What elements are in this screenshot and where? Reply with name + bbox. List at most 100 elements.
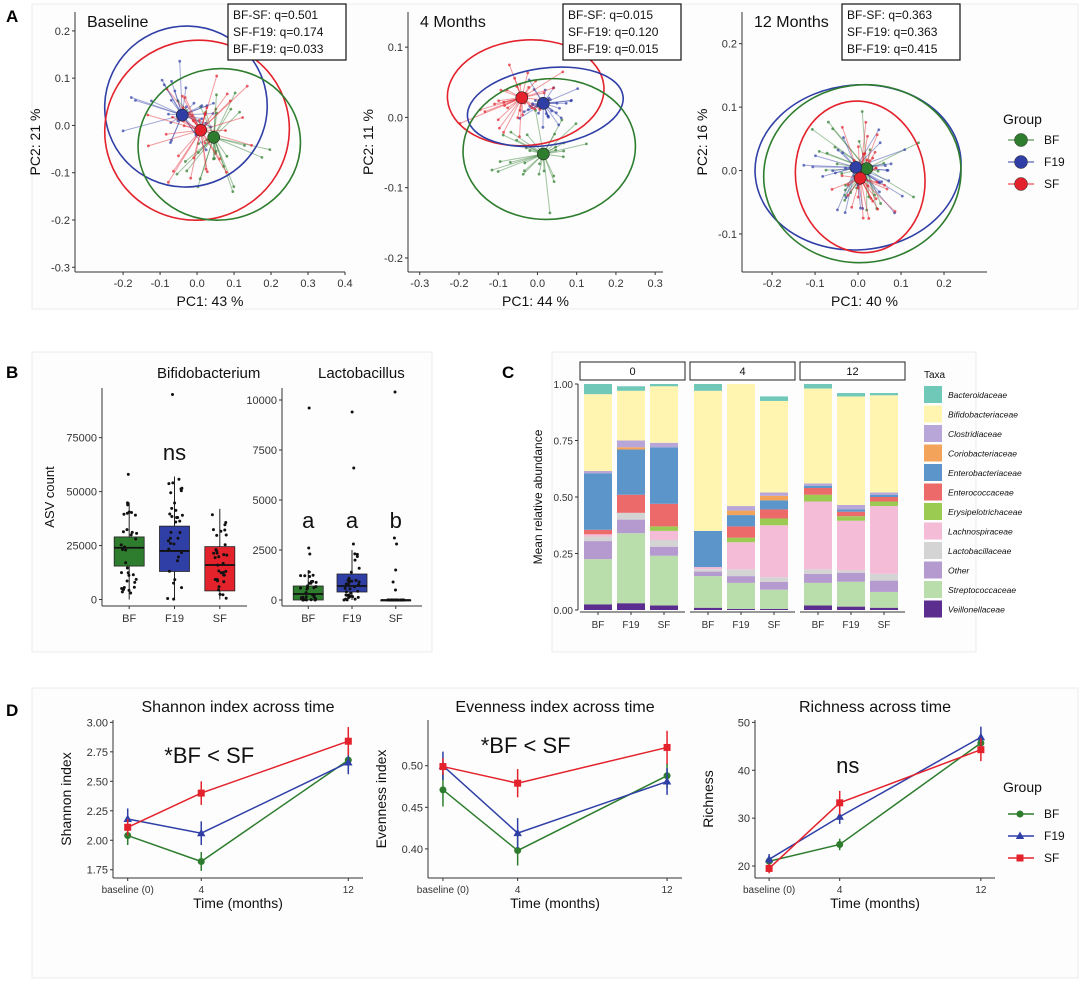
group-letter: a (302, 508, 315, 533)
marker-sf (663, 743, 671, 751)
y-axis-label: ASV count (42, 466, 57, 528)
pca-point-bf (835, 162, 839, 166)
jitter-point (134, 537, 138, 541)
jitter-point (131, 573, 135, 577)
taxa-stacked-bars: 0.00 0.25 0.50 0.75 1.00 Mean relative abunda… (531, 361, 1022, 631)
stack-segment-erysipelotrichaceae (760, 518, 788, 526)
marker-sf (344, 737, 352, 745)
jitter-point (314, 580, 318, 584)
stack-segment-lachnospiraceae (650, 530, 678, 540)
pca-point-sf (205, 106, 209, 109)
stack-segment-lactobacillaceae (760, 577, 788, 582)
legend-title: Group (1003, 111, 1042, 127)
pca-point-bf (537, 172, 541, 176)
jitter-point (308, 574, 312, 578)
jitter-point (356, 595, 360, 599)
marker-f19 (344, 757, 353, 766)
pca-point-f19 (887, 179, 891, 183)
pca-point-f19 (889, 162, 893, 166)
jitter-point (210, 513, 214, 517)
pca-point-sf (228, 99, 232, 103)
jitter-point (134, 577, 138, 581)
y-tick-label: -0.2 (384, 253, 403, 265)
x-tick-label: 0.1 (893, 278, 908, 290)
taxa-legend-label: Streptococcaceae (948, 585, 1016, 595)
pca-point-bf (222, 164, 226, 168)
stack-segment-lachnospiraceae (870, 506, 898, 574)
pca-point-f19 (185, 105, 188, 109)
y-tick-label: 0.1 (388, 42, 403, 54)
jitter-point (357, 580, 361, 584)
x-tick-label: SF (768, 620, 781, 631)
pca-title: 4 Months (420, 14, 486, 31)
legend-label-sf: SF (1044, 851, 1059, 865)
taxa-legend-swatch (924, 386, 942, 403)
jitter-point (176, 555, 180, 559)
pca-spoke-f19 (181, 114, 207, 151)
outlier-point (171, 392, 175, 396)
pca-point-bf (243, 144, 246, 147)
jitter-point (180, 486, 184, 490)
pca-point-f19 (836, 208, 839, 212)
pca-point-sf (516, 116, 520, 120)
stack-segment-clostridiaceae (837, 504, 865, 510)
y-tick-label: 50 (738, 717, 750, 729)
box-sf (204, 546, 236, 592)
pca-point-f19 (192, 101, 196, 105)
x-tick-label: BF (122, 613, 136, 625)
outlier-point (307, 546, 311, 550)
y-tick-label: 0.25 (554, 550, 574, 561)
pca-point-bf (214, 151, 218, 155)
y-tick-label: 1.00 (554, 380, 574, 391)
pca-point-f19 (842, 136, 845, 139)
pca-point-bf (833, 145, 837, 149)
jitter-point (343, 586, 347, 590)
y-axis-label: PC2: 16 % (694, 109, 710, 176)
marker-sf (765, 864, 773, 872)
x-tick-label: SF (878, 620, 891, 631)
pca-point-bf (561, 155, 565, 159)
legend-marker-bf (1014, 133, 1028, 147)
x-tick-label: 0.3 (300, 278, 315, 290)
stack-segment-veillonellaceae (584, 604, 612, 610)
pca-spoke-bf (497, 153, 544, 172)
pca-spoke-bf (866, 168, 878, 209)
stack-segment-enterobacteriaceae (617, 449, 645, 495)
marker-sf (197, 789, 205, 797)
jitter-point (168, 536, 172, 540)
pca-spoke-bf (500, 153, 544, 163)
jitter-point (219, 571, 223, 575)
stack-segment-bacteroidaceae (584, 384, 612, 395)
jitter-point (129, 533, 133, 537)
pca-point-bf (231, 190, 235, 193)
pca-point-f19 (169, 98, 173, 102)
pca-point-sf (875, 180, 879, 184)
pca-point-f19 (211, 112, 215, 115)
pca-spoke-bf (176, 136, 215, 175)
stack-segment-clostridiaceae (804, 483, 832, 486)
outlier-point (393, 390, 397, 394)
stack-segment-streptococcaceae (727, 582, 755, 609)
taxa-legend-swatch (924, 425, 942, 442)
stack-segment-bifidobacteriaceae (727, 384, 755, 507)
marker-bf (514, 847, 522, 855)
pca-spoke-f19 (161, 79, 183, 116)
y-tick-label: 0.50 (554, 493, 574, 504)
pca-point-sf (503, 104, 506, 108)
pca-spoke-bf (186, 136, 215, 172)
stack-segment-veillonellaceae (617, 603, 645, 610)
stats-box (227, 3, 347, 61)
confidence-ellipse-bf (137, 67, 302, 221)
stack-segment-other (694, 571, 722, 577)
pca-point-bf (525, 133, 529, 137)
pca-point-f19 (576, 87, 580, 91)
jitter-point (122, 587, 126, 591)
legend-marker-sf (1014, 177, 1028, 191)
jitter-point (356, 589, 360, 593)
x-tick-label: baseline (0) (743, 885, 795, 896)
pca-point-f19 (821, 175, 825, 178)
x-axis-label: Time (months) (510, 895, 600, 911)
pca-point-bf (879, 202, 883, 205)
pca-point-bf (876, 169, 880, 173)
jitter-point (218, 592, 222, 596)
